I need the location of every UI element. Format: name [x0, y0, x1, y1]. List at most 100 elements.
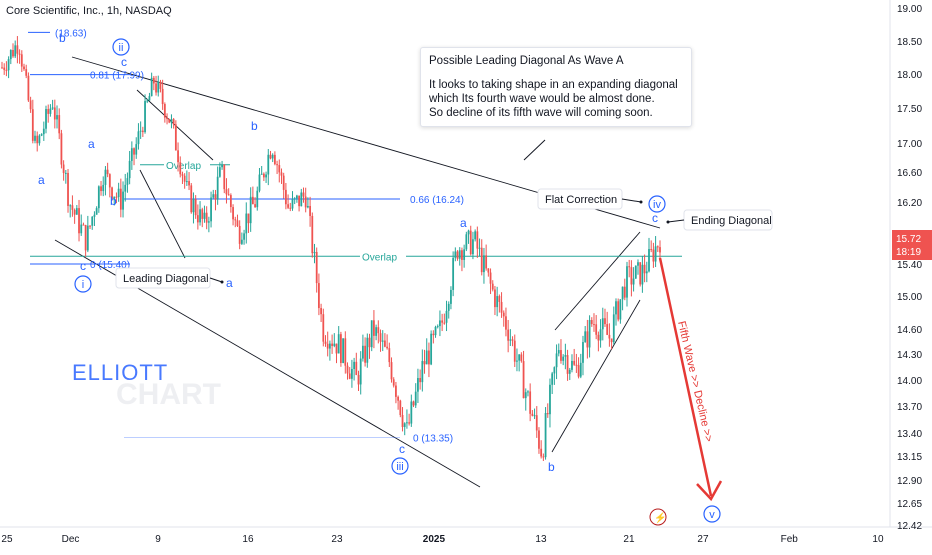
ending-diagonal-label: Ending Diagonal: [691, 215, 772, 227]
candle: [1, 61, 3, 69]
candle: [284, 182, 287, 210]
candle: [243, 229, 245, 245]
wave-degree-label: i: [74, 275, 92, 293]
leading-diagonal-callout: Leading Diagonal: [115, 267, 224, 289]
candle: [469, 225, 472, 256]
candle: [289, 202, 292, 212]
candle: [42, 121, 45, 141]
candle: [384, 333, 386, 348]
candle: [117, 182, 120, 202]
price-tick-label: 13.40: [897, 429, 922, 440]
candle: [181, 171, 184, 184]
candle: [293, 197, 296, 205]
candle: [218, 162, 221, 178]
wave-label: a: [38, 173, 45, 187]
candle: [185, 170, 188, 186]
candle: [135, 137, 138, 159]
candle: [49, 104, 52, 117]
candle: [56, 105, 58, 129]
candle: [346, 362, 349, 380]
note-line-3: So decline of its fifth wave will coming…: [429, 107, 653, 119]
candle: [650, 240, 653, 253]
candle: [113, 196, 116, 206]
time-axis[interactable]: 25 Dec 9 16 23 2025 13 21 27 Feb 10: [1, 534, 884, 545]
trend-line[interactable]: [554, 231, 641, 331]
candle: [617, 298, 620, 322]
candle: [67, 169, 69, 213]
candle: [656, 245, 659, 252]
fib-level[interactable]: 0 (15.40): [30, 260, 130, 271]
candle: [75, 205, 78, 215]
candle: [240, 232, 243, 246]
candle: [522, 350, 525, 399]
fib-level[interactable]: 0 (13.35): [124, 434, 453, 445]
candle: [137, 123, 140, 150]
overlap-level[interactable]: Overlap: [140, 157, 230, 172]
candle: [381, 330, 384, 352]
candle: [102, 176, 105, 197]
analysis-note[interactable]: Possible Leading Diagonal As Wave A It l…: [420, 47, 692, 127]
time-tick-label: 23: [331, 534, 343, 545]
wave-degree-label: ii: [112, 38, 130, 56]
overlap-level[interactable]: Overlap: [30, 249, 682, 263]
candle: [335, 343, 338, 364]
candle: [216, 166, 219, 205]
candles: [1, 36, 661, 462]
trend-line[interactable]: [139, 169, 186, 259]
candle: [637, 259, 639, 275]
candle: [621, 286, 624, 311]
candle: [502, 310, 505, 327]
candle: [467, 229, 470, 244]
candle: [601, 307, 604, 341]
candle: [436, 324, 439, 329]
chart-title: Core Scientific, Inc., 1h, NASDAQ: [6, 5, 172, 17]
candle: [408, 413, 411, 426]
candle: [577, 357, 580, 379]
candle: [373, 310, 375, 349]
price-tick-label: 12.42: [897, 521, 922, 532]
candle: [280, 168, 283, 184]
candle: [106, 162, 109, 178]
time-tick-label: Feb: [781, 534, 799, 545]
candle: [82, 222, 85, 226]
price-axis[interactable]: 19.0018.5018.0017.5017.0016.6016.2015.80…: [897, 4, 922, 532]
time-tick-label: 10: [872, 534, 884, 545]
candle: [575, 353, 578, 373]
wave-label: b: [110, 194, 117, 208]
candle: [313, 243, 316, 264]
time-tick-label: 25: [1, 534, 13, 545]
candle: [487, 268, 490, 277]
fib-level[interactable]: (18.63): [28, 28, 87, 39]
leading-diagonal-label: Leading Diagonal: [123, 273, 209, 285]
wave-degree-text: iii: [396, 461, 403, 473]
candle: [540, 440, 543, 459]
fib-level[interactable]: 0.81 (17.99): [30, 71, 144, 82]
candle: [221, 160, 223, 170]
note-pointer: [523, 139, 546, 161]
candle: [190, 183, 193, 214]
candle: [89, 225, 91, 229]
fib-level[interactable]: 0.66 (16.24): [124, 195, 464, 206]
price-tick-label: 12.65: [897, 499, 922, 510]
candle: [315, 247, 318, 293]
lightning-icon[interactable]: ⚡: [649, 508, 667, 526]
candle: [291, 191, 294, 211]
wave-label: a: [460, 216, 467, 230]
trend-line[interactable]: [551, 299, 641, 453]
candle: [317, 273, 320, 316]
candle: [366, 333, 369, 368]
price-tick-label: 18.00: [897, 70, 922, 81]
flat-correction-label: Flat Correction: [545, 194, 617, 206]
wave-label: c: [652, 211, 658, 225]
candle: [652, 242, 655, 268]
fib-level-label: 0 (15.40): [90, 260, 130, 271]
candle: [516, 348, 518, 372]
note-line-2: which Its fourth wave would be almost do…: [429, 93, 655, 105]
candle: [93, 211, 96, 226]
candle: [282, 172, 285, 199]
candle: [500, 292, 503, 318]
candle: [432, 330, 435, 344]
wave-degree-label: v: [703, 505, 721, 523]
candle: [326, 331, 329, 357]
